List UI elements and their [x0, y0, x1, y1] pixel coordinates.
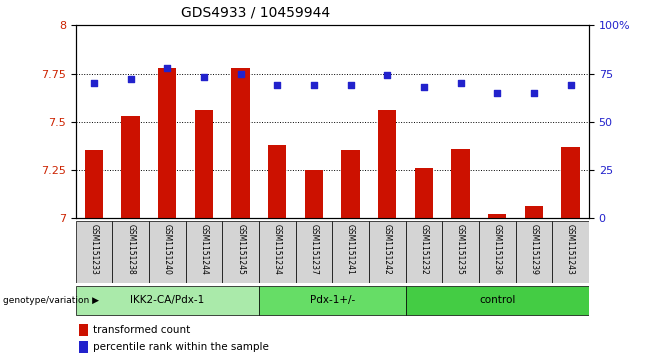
Text: GSM1151240: GSM1151240 [163, 224, 172, 275]
Bar [295, 221, 332, 283]
Text: GSM1151233: GSM1151233 [89, 224, 99, 275]
Point [236, 70, 246, 76]
Bar [79, 341, 88, 353]
Bar [378, 110, 396, 218]
Text: GSM1151237: GSM1151237 [309, 224, 318, 275]
Text: GSM1151244: GSM1151244 [199, 224, 209, 275]
Bar [415, 168, 433, 218]
Text: control: control [479, 295, 515, 305]
Bar [149, 221, 186, 283]
Text: GSM1151234: GSM1151234 [273, 224, 282, 275]
Bar [259, 286, 405, 315]
Bar [122, 116, 139, 218]
Bar [488, 214, 507, 218]
Text: genotype/variation ▶: genotype/variation ▶ [3, 296, 99, 305]
Bar [552, 221, 589, 283]
Bar [369, 221, 405, 283]
Bar [561, 147, 580, 218]
Bar [259, 221, 295, 283]
Text: GSM1151242: GSM1151242 [383, 224, 392, 274]
Text: GSM1151236: GSM1151236 [493, 224, 502, 275]
Text: IKK2-CA/Pdx-1: IKK2-CA/Pdx-1 [130, 295, 205, 305]
Point [565, 82, 576, 88]
Bar [158, 68, 176, 218]
Point [89, 80, 99, 86]
Text: Pdx-1+/-: Pdx-1+/- [310, 295, 355, 305]
Bar [76, 286, 259, 315]
Point [382, 73, 393, 78]
Point [345, 82, 356, 88]
Point [126, 76, 136, 82]
Bar [405, 221, 442, 283]
Point [418, 84, 429, 90]
Bar [305, 170, 323, 218]
Text: GSM1151238: GSM1151238 [126, 224, 135, 274]
Bar [113, 221, 149, 283]
Text: percentile rank within the sample: percentile rank within the sample [93, 342, 268, 352]
Point [492, 90, 503, 95]
Point [162, 65, 172, 71]
Bar [451, 148, 470, 218]
Bar [479, 221, 516, 283]
Point [455, 80, 466, 86]
Bar [232, 68, 250, 218]
Text: GSM1151239: GSM1151239 [530, 224, 538, 275]
Bar [405, 286, 589, 315]
Bar [76, 221, 113, 283]
Bar [186, 221, 222, 283]
Bar [342, 150, 360, 218]
Bar [85, 150, 103, 218]
Text: GSM1151243: GSM1151243 [566, 224, 575, 275]
Bar [332, 221, 369, 283]
Text: GSM1151235: GSM1151235 [456, 224, 465, 275]
Point [272, 82, 282, 88]
Bar [524, 206, 543, 218]
Bar [442, 221, 479, 283]
Point [528, 90, 539, 95]
Bar [268, 145, 286, 218]
Bar [222, 221, 259, 283]
Bar [195, 110, 213, 218]
Bar [516, 221, 552, 283]
Text: GSM1151245: GSM1151245 [236, 224, 245, 275]
Text: GDS4933 / 10459944: GDS4933 / 10459944 [181, 6, 330, 20]
Point [199, 74, 209, 80]
Text: transformed count: transformed count [93, 325, 190, 335]
Point [309, 82, 319, 88]
Text: GSM1151232: GSM1151232 [419, 224, 428, 274]
Bar [79, 324, 88, 336]
Text: GSM1151241: GSM1151241 [346, 224, 355, 274]
